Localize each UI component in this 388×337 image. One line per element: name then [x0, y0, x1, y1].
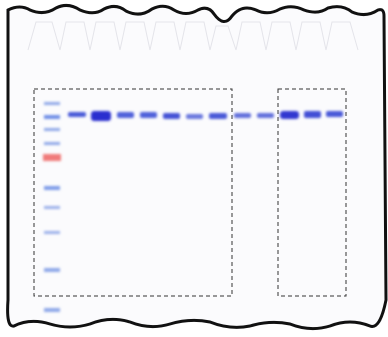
band: [68, 112, 86, 117]
dashed-box: [277, 88, 347, 297]
ladder-band: [44, 268, 60, 272]
ladder-band: [44, 128, 60, 131]
sample-bands: [68, 111, 343, 121]
band: [304, 111, 321, 118]
ladder-band: [44, 206, 60, 209]
band: [280, 111, 299, 119]
band: [163, 113, 180, 119]
ladder-band: [44, 142, 60, 145]
ladder-band: [44, 231, 60, 234]
wells: [27, 21, 359, 51]
ladder-band: [44, 186, 60, 190]
ladder: [43, 102, 61, 312]
band: [326, 111, 343, 117]
band: [234, 113, 251, 118]
band: [209, 113, 227, 119]
ladder-band: [44, 115, 60, 119]
ladder-band-red: [43, 154, 61, 161]
band: [91, 111, 111, 121]
band: [140, 112, 157, 118]
band: [257, 113, 274, 118]
gel: [6, 3, 388, 331]
dashed-box: [33, 88, 233, 297]
ladder-band: [44, 308, 60, 312]
band: [186, 114, 203, 119]
ladder-band: [44, 102, 60, 105]
band: [117, 112, 134, 118]
